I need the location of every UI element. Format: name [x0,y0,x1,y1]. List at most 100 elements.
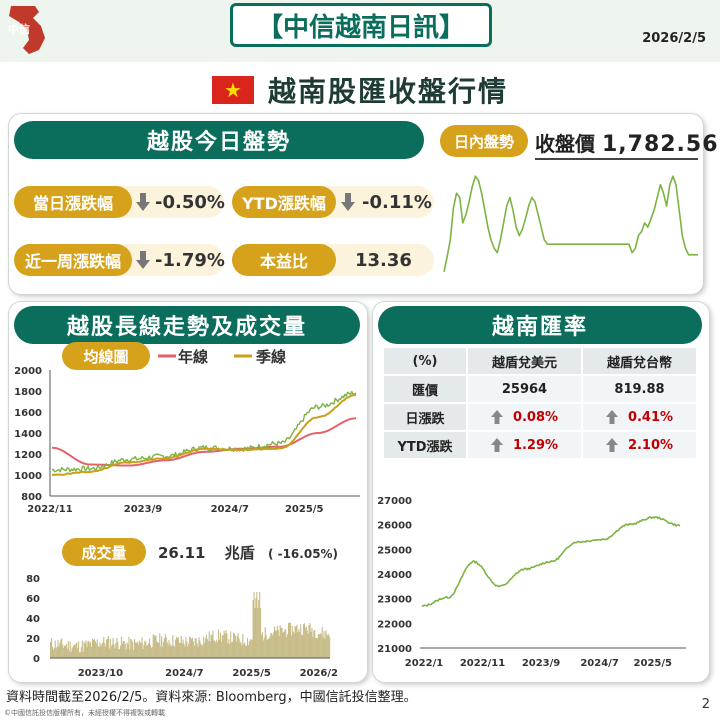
logo-text: 中信 [8,23,30,36]
y-tick-label: 60 [26,594,40,605]
stat-label-daily: 當日漲跌幅 [14,186,132,218]
volume-bar [194,638,196,658]
fx-chart: 27000 26000 25000 24000 23000 22000 21000 2022/… [377,496,686,669]
ma-label: 均線圖 [62,342,150,370]
volume-bar [227,643,229,658]
volume-bar [89,643,91,658]
volume-bar [310,632,312,658]
volume-bar [224,633,226,658]
volume-bar [145,641,147,658]
volume-bar [146,645,148,658]
volume-bar [326,634,328,658]
volume-bar [259,592,261,658]
volume-bar [120,636,123,658]
stat-value-ytd: -0.11% [362,192,432,213]
fx-heading: 越南匯率 [378,306,702,344]
volume-bar [303,623,305,658]
volume-bar [144,640,146,658]
table-header: 越盾兌台幣 [583,348,696,374]
y-tick-label: 21000 [377,644,412,655]
y-tick-label: 1000 [14,471,42,482]
y-tick-label: 27000 [377,496,412,507]
volume-bar [102,642,104,658]
volume-bar [124,643,126,658]
volume-bar [138,640,140,658]
x-tick-label: 2022/11 [27,504,72,515]
table-header: 越盾兌美元 [468,348,581,374]
volume-bar [305,626,307,658]
x-tick-label: 2024/7 [211,504,249,515]
volume-bar [118,649,120,658]
volume-bar [275,630,277,658]
volume-bar [249,639,251,658]
volume-bar [243,643,245,658]
volume-bar [322,637,324,658]
volume-bar [98,646,100,658]
volume-bar [59,642,61,658]
table-header: (%) [384,348,466,374]
volume-bar [258,600,260,658]
volume-bar [156,641,158,658]
volume-bar [105,646,107,658]
volume-bar [181,643,183,658]
y-tick-label: 1400 [14,429,42,440]
volume-bar [195,638,197,658]
volume-bar [273,632,275,658]
volume-bar [323,631,325,658]
up-arrow-icon [490,438,503,452]
volume-bar [50,638,53,658]
volume-bar [221,635,223,658]
volume-bar [71,648,73,658]
volume-bar [242,633,244,658]
volume-bar [159,633,161,658]
y-tick-label: 26000 [377,521,412,532]
volume-bar [282,633,284,658]
table-cell: 0.41% [583,404,696,430]
volume-bar [251,639,253,658]
y-tick-label: 0 [33,654,40,665]
y-tick-label: 1600 [14,408,42,419]
volume-bar [308,625,310,658]
volume-bar [257,608,259,658]
volume-bar [70,652,72,658]
volume-bar [129,649,131,658]
volume-bar [90,641,92,658]
volume-bar [278,635,280,658]
volume-bar [190,639,193,658]
volume-bar [131,640,133,658]
volume-bar [281,627,283,658]
volume-unit: 兆盾 [224,544,255,562]
volume-bar [201,645,203,658]
report-date: 2026/2/5 [642,31,706,46]
volume-bar [296,624,298,658]
volume-bar [253,592,255,658]
volume-bar [96,639,98,658]
volume-bar [228,639,230,658]
volume-bar [295,626,297,658]
volume-bar [256,592,258,658]
volume-bar [246,637,249,658]
volume-bar [111,644,113,658]
volume-bar [288,622,291,658]
volume-bar [245,646,247,658]
annual-ma-line [51,417,357,467]
y-tick-label: 40 [26,614,40,625]
x-tick-label: 2025/5 [634,658,672,669]
volume-bar [162,641,165,658]
volume-bar [266,639,268,658]
volume-bar [286,636,288,658]
volume-bar [135,643,137,658]
volume-bar [317,634,319,658]
volume-bar [207,641,209,658]
volume-bar [148,643,150,658]
volume-bar [197,646,199,658]
volume-bar [309,623,311,658]
banner-title: 【中信越南日訊】 [230,3,492,47]
volume-bar [176,638,179,658]
volume-bar [137,644,139,658]
volume-bar [176,636,178,658]
volume-bar [233,633,235,658]
volume-bar [198,637,200,658]
volume-bar [86,646,88,658]
volume-bar [78,641,80,658]
